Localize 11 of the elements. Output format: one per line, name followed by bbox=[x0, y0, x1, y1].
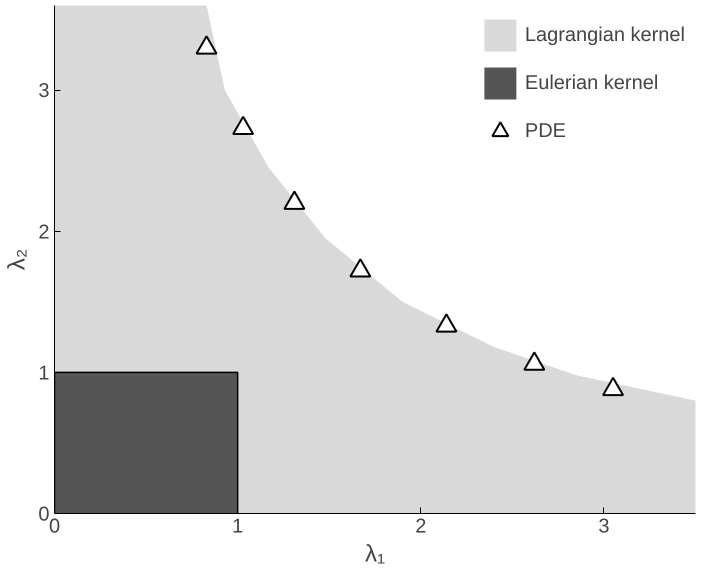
y-tick-label: 2 bbox=[38, 221, 50, 244]
y-axis-title: λ₂ bbox=[3, 248, 30, 270]
legend-label: Eulerian kernel bbox=[524, 72, 658, 94]
x-tick-label: 2 bbox=[415, 516, 426, 538]
legend-label: PDE bbox=[524, 120, 566, 142]
x-tick-label: 3 bbox=[598, 516, 610, 538]
y-tick-label: 1 bbox=[38, 362, 50, 384]
x-tick-label: 1 bbox=[232, 516, 244, 538]
x-axis-title: λ₁ bbox=[364, 540, 386, 568]
y-tick-label: 3 bbox=[38, 80, 50, 102]
legend-label: Lagrangian kernel bbox=[524, 24, 685, 46]
